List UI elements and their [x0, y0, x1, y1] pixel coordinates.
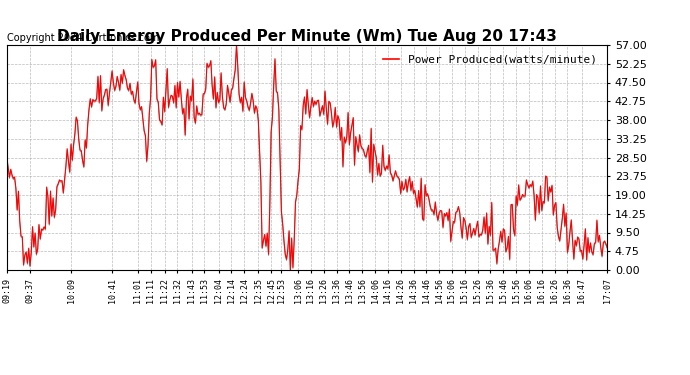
Text: Copyright 2024 Curtronics.com: Copyright 2024 Curtronics.com: [7, 33, 159, 43]
Title: Daily Energy Produced Per Minute (Wm) Tue Aug 20 17:43: Daily Energy Produced Per Minute (Wm) Tu…: [57, 29, 557, 44]
Legend: Power Produced(watts/minute): Power Produced(watts/minute): [378, 51, 602, 69]
